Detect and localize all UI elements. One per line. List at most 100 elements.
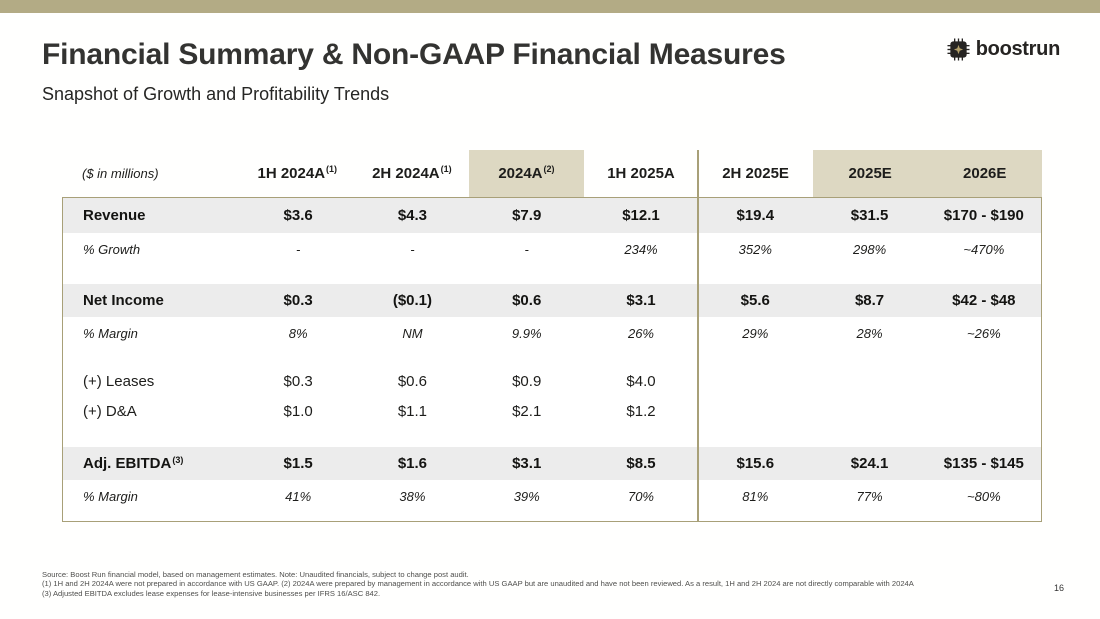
cell: 28%	[856, 325, 883, 341]
cell: 38%	[399, 488, 426, 504]
cell: $4.3	[397, 207, 428, 224]
row-label: (+) Leases	[83, 372, 155, 390]
table-row-adj-ebitda: Adj. EBITDA(3) $1.5 $1.6 $3.1 $8.5 $15.6…	[63, 447, 1041, 480]
col-header-1h-2025a: 1H 2025A	[584, 150, 699, 197]
cell: 70%	[627, 488, 654, 504]
footnote-marker: (2)	[543, 163, 555, 174]
cell: ($0.1)	[392, 292, 433, 309]
row-label: % Margin	[83, 325, 138, 341]
table-header-row: ($ in millions) 1H 2024A (1) 2H 2024A (1) …	[62, 150, 1042, 197]
cell: 29%	[742, 325, 769, 341]
cell: $1.2	[626, 402, 656, 420]
cell: -	[410, 242, 415, 257]
cell: $2.1	[512, 402, 542, 420]
col-header-2026e: 2026E	[927, 150, 1042, 197]
table-row-net-income-margin: % Margin 8% NM 9.9% 26% 29% 28% ~26%	[63, 317, 1041, 349]
col-header-label: 2025E	[848, 165, 892, 182]
cell: $3.1	[626, 292, 656, 309]
table-body: Revenue $3.6 $4.3 $7.9 $12.1 $19.4 $31.5…	[62, 197, 1042, 522]
footnote-marker: (1)	[326, 163, 338, 174]
cell: 41%	[285, 488, 312, 504]
actuals-estimates-divider	[697, 150, 699, 522]
cell: 77%	[856, 488, 883, 504]
page-title: Financial Summary & Non-GAAP Financial M…	[42, 38, 786, 71]
footnotes: Source: Boost Run financial model, based…	[42, 570, 1002, 598]
col-header-label: 2026E	[963, 165, 1007, 182]
footnote-3: (3) Adjusted EBITDA excludes lease expen…	[42, 588, 381, 598]
cell: $3.6	[283, 207, 313, 224]
col-header-label: 1H 2025A	[607, 165, 675, 182]
row-label: Adj. EBITDA(3)	[83, 455, 184, 472]
cell: 26%	[627, 325, 654, 341]
col-header-label: 2H 2025E	[722, 165, 789, 182]
row-label: % Margin	[83, 488, 138, 504]
col-header-label: 2H 2024A	[372, 165, 440, 182]
cell: $135 - $145	[943, 455, 1024, 472]
footnote-marker: (1)	[440, 163, 452, 174]
row-label: Net Income	[83, 292, 164, 309]
cell: $0.9	[512, 372, 542, 390]
cell: $0.6	[512, 292, 542, 309]
slide-header: Financial Summary & Non-GAAP Financial M…	[42, 38, 786, 105]
cell: $170 - $190	[943, 207, 1024, 224]
cell: $24.1	[850, 455, 889, 472]
row-spacer	[63, 349, 1041, 366]
cell: $8.5	[626, 455, 656, 472]
cell: $1.6	[397, 455, 428, 472]
table-row-revenue-growth: % Growth - - - 234% 352% 298% ~470%	[63, 233, 1041, 266]
cell: $42 - $48	[952, 292, 1016, 309]
cell: $12.1	[622, 207, 660, 224]
cell: $1.1	[397, 402, 428, 420]
cell: $8.7	[854, 292, 885, 309]
chip-sparkle-icon	[947, 38, 970, 61]
financial-table: ($ in millions) 1H 2024A (1) 2H 2024A (1) …	[62, 150, 1042, 522]
cell: $31.5	[850, 207, 889, 224]
col-header-2h-2024a: 2H 2024A (1)	[355, 150, 470, 197]
row-label: (+) D&A	[83, 402, 137, 420]
cell: $4.0	[626, 372, 656, 390]
cell: $3.1	[512, 455, 542, 472]
cell: ~80%	[967, 488, 1001, 504]
table-row-da: (+) D&A $1.0 $1.1 $2.1 $1.2	[63, 396, 1041, 426]
footnote-source: Source: Boost Run financial model, based…	[42, 570, 469, 579]
row-label: % Growth	[83, 242, 141, 257]
page-subtitle: Snapshot of Growth and Profitability Tre…	[42, 84, 390, 104]
row-spacer	[63, 266, 1041, 284]
cell: -	[524, 242, 529, 257]
cell: 9.9%	[511, 325, 542, 341]
cell: ~26%	[967, 325, 1001, 341]
footnote-marker: (3)	[172, 455, 184, 465]
cell: $0.6	[397, 372, 428, 390]
cell: $7.9	[512, 207, 542, 224]
cell: 8%	[288, 325, 308, 341]
cell: 352%	[738, 242, 772, 257]
col-header-1h-2024a: 1H 2024A (1)	[240, 150, 355, 197]
top-accent-bar	[0, 0, 1100, 13]
cell: $5.6	[740, 292, 770, 309]
table-row-ebitda-margin: % Margin 41% 38% 39% 70% 81% 77% ~80%	[63, 480, 1041, 512]
cell: $1.5	[283, 455, 313, 472]
cell: 81%	[742, 488, 769, 504]
cell: $15.6	[736, 455, 775, 472]
cell: -	[295, 242, 301, 257]
logo: boostrun	[947, 38, 1060, 61]
table-unit-label: ($ in millions)	[82, 166, 159, 181]
table-row-revenue: Revenue $3.6 $4.3 $7.9 $12.1 $19.4 $31.5…	[63, 198, 1041, 233]
col-header-2024a: 2024A (2)	[469, 150, 584, 197]
cell: $1.0	[283, 402, 313, 420]
row-spacer	[63, 426, 1041, 447]
footnote-1-2: (1) 1H and 2H 2024A were not prepared in…	[42, 579, 914, 589]
row-label: Revenue	[83, 207, 146, 224]
page-number: 16	[1053, 583, 1064, 593]
cell: $0.3	[283, 292, 313, 309]
col-header-label: 1H 2024A	[257, 165, 326, 182]
cell: 39%	[513, 488, 540, 504]
col-header-2025e: 2025E	[812, 150, 928, 197]
table-row-leases: (+) Leases $0.3 $0.6 $0.9 $4.0	[63, 366, 1041, 396]
col-header-label: 2024A	[498, 165, 543, 182]
logo-text: boostrun	[975, 38, 1061, 60]
cell: ~470%	[963, 242, 1005, 257]
col-header-2h-2025e: 2H 2025E	[698, 150, 813, 197]
cell: 298%	[852, 242, 887, 257]
table-row-net-income: Net Income $0.3 ($0.1) $0.6 $3.1 $5.6 $8…	[63, 284, 1041, 317]
